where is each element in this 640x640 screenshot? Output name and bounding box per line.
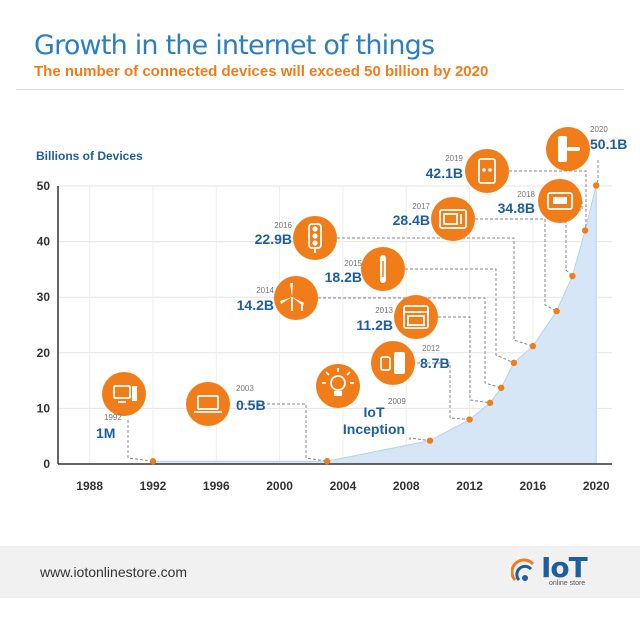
value-label: 1M [96,425,115,441]
thermostat-icon [538,179,582,223]
year-label: 2016 [274,221,292,230]
year-label: 2017 [412,202,430,211]
data-point [426,437,434,444]
icon-badge [102,372,146,416]
connector-line [438,316,491,404]
y-tick-label: 50 [37,179,51,193]
connector-line [237,403,328,462]
title-divider [16,89,624,90]
smart-plug-icon [465,149,509,193]
logo-subtext: online store [549,580,586,587]
connector-line [318,297,502,389]
y-tick-label: 20 [37,346,51,360]
x-tick-label: 1992 [140,479,167,493]
laptop-icon [186,382,230,426]
traffic-light-icon [293,216,337,260]
data-point [569,272,576,280]
connector-line [595,160,599,186]
data-point [592,182,600,189]
value-label: 34.8B [498,200,535,216]
connector-line [127,420,154,462]
annotation-icons [102,127,590,426]
value-label: 50.1B [590,136,627,152]
year-label: 2012 [422,344,440,353]
value-label: 28.4B [393,212,430,228]
x-tick-label: 1988 [76,479,103,493]
y-tick-label: 30 [37,290,51,304]
value-label: 18.2B [325,269,362,285]
footer: www.iotonlinestore.com IoT online store [0,546,640,598]
x-tick-label: 2004 [330,479,357,493]
year-label: 2020 [590,125,608,134]
logo-text: IoT [541,551,588,584]
smart-lock-icon [546,127,590,171]
computer-icon [102,372,146,416]
y-axis-label: Billions of Devices [36,149,143,163]
data-point [529,342,537,350]
icon-badge [394,295,438,339]
value-label: 14.2B [237,297,274,313]
year-label: 2013 [375,306,393,315]
x-tick-label: 2020 [583,479,610,493]
year-label: 2018 [517,190,535,199]
data-point [510,359,518,367]
icon-badge [186,382,230,426]
chart-canvas: 0 10 20 30 40 50 1988 1992 1996 2000 2004 2008 2012 2… [36,125,627,493]
lightbulb-icon [316,364,360,408]
value-label: 11.2B [356,317,393,333]
chart-subtitle: The number of connected devices will exc… [34,63,489,80]
x-tick-label: 2008 [393,479,420,493]
value-label: IoT Inception [343,404,405,437]
value-label: 8.7B [420,355,450,371]
data-point [466,416,473,423]
y-tick-label: 10 [37,401,51,415]
year-label: 2019 [445,154,463,163]
year-label: 2009 [388,397,406,406]
wind-turbine-icon [274,276,318,320]
year-label: 1992 [104,413,122,422]
year-label: 2014 [256,286,274,295]
connector-line [337,237,534,347]
brand-logo[interactable]: IoT online store [511,551,611,594]
x-tick-label: 2016 [520,479,547,493]
connector-line [475,218,557,312]
wifi-signal-icon [511,558,535,582]
icon-badge [465,149,509,193]
axes: 0 10 20 30 40 50 1988 1992 1996 2000 2004 2008 2012 2… [37,179,612,493]
x-tick-label: 2000 [266,479,293,493]
x-tick-label: 1996 [203,479,230,493]
chart-title: Growth in the internet of things [34,30,435,61]
value-label: 0.5B [236,397,266,413]
data-point [149,458,157,465]
value-label: 22.9B [255,231,292,247]
year-label: 2003 [236,384,254,393]
connector-line [412,362,470,421]
icon-badge [371,341,415,385]
data-points [149,182,600,465]
value-label: 42.1B [426,165,463,181]
smartwatch-icon [371,341,415,385]
icon-badge [274,276,318,320]
connector-line [405,268,515,364]
icon-badge [431,197,475,241]
toothbrush-icon [361,247,405,291]
data-point [581,227,589,234]
y-tick-label: 0 [43,457,50,471]
connector-line [409,437,431,442]
y-tick-label: 40 [37,235,51,249]
data-point [486,399,494,407]
data-point [498,384,505,392]
x-tick-label: 2012 [456,479,483,493]
year-label: 2015 [344,259,362,268]
footer-url[interactable]: www.iotonlinestore.com [40,564,188,580]
oven-icon [394,295,438,339]
icon-badge [316,364,360,408]
microwave-icon [431,197,475,241]
data-point [323,458,331,465]
data-point [553,307,560,315]
